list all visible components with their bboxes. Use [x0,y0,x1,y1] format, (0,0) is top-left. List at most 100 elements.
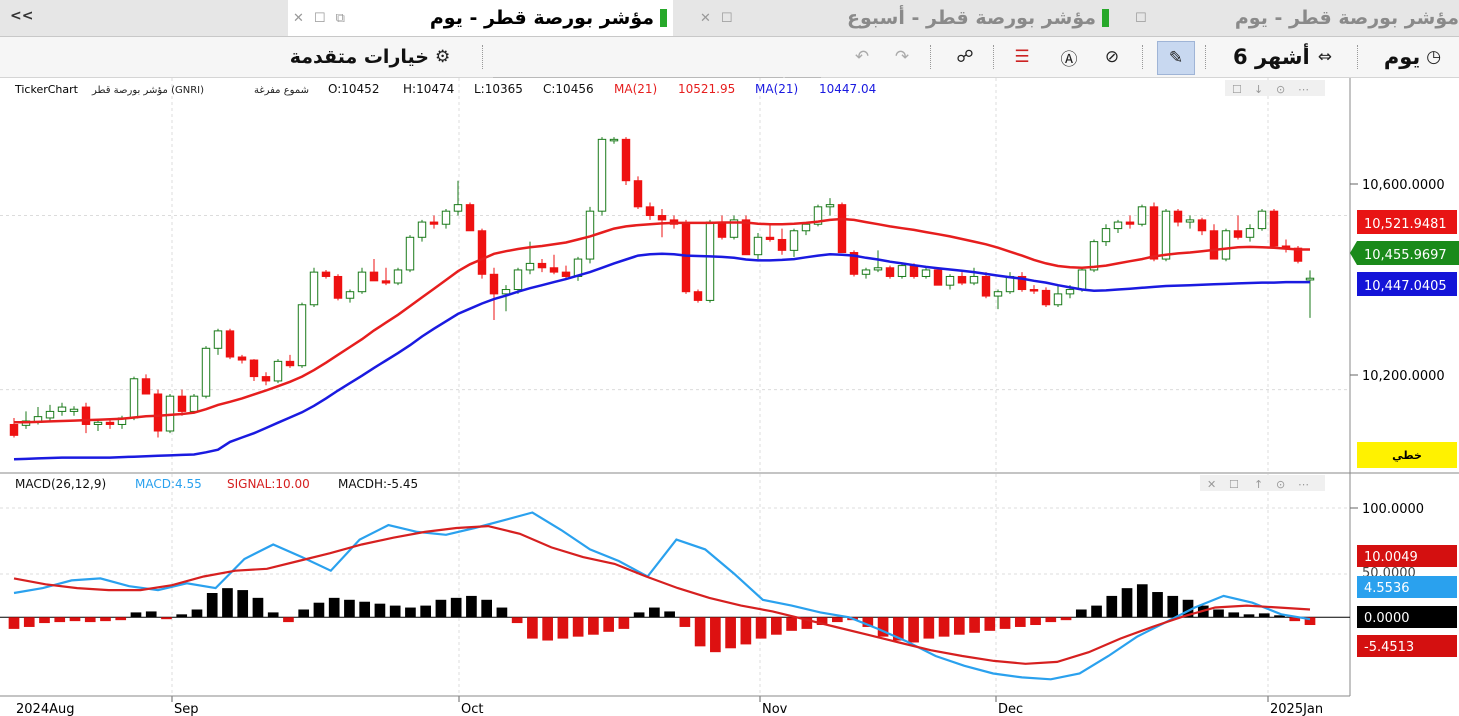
candle [549,254,559,275]
candle-body [489,273,499,295]
candle [201,346,211,399]
macd-value: MACD:4.55 [135,477,202,491]
candle-body [129,378,139,419]
close-tab-icon[interactable]: ✕ [700,10,711,26]
candle-body [1065,289,1075,295]
gear-icon: ⚙ [434,47,451,67]
advanced-options-button[interactable]: خيارات متقدمة ⚙ [280,37,460,77]
pane-down-icon[interactable]: ↓ [1254,83,1263,96]
period-daily-button[interactable]: يوم ◷ [1370,37,1455,77]
tab-qatar-daily[interactable]: ☐ مؤشر بورصة قطر - يوم [1130,0,1459,36]
macd-pane [0,511,1350,681]
macd-histogram-bar [359,601,371,618]
candle-body [993,291,1003,297]
candle [753,232,763,260]
pane-menu-icon[interactable]: ⋯ [1298,83,1309,96]
candle [621,137,631,186]
candle-body [393,269,403,284]
pane-menu-icon[interactable]: ⋯ [1298,478,1309,491]
svg-text:10,447.0405: 10,447.0405 [1364,279,1447,294]
pane-maximize-icon[interactable]: ☐ [1232,83,1242,96]
undo-button[interactable]: ↶ [845,37,879,77]
macd-histogram-bar [953,617,965,635]
macd-tick-100: 100.0000 [1362,502,1424,517]
detach-tab-icon[interactable]: ⧉ [335,10,345,26]
macd-histogram-bar [801,617,813,629]
candle [969,267,979,286]
close-tab-icon[interactable]: ✕ [293,10,304,26]
pane-settings-icon[interactable]: ⊙ [1276,478,1285,491]
indicators-button[interactable]: ⊘ [1095,37,1129,77]
pane-maximize-icon[interactable]: ☐ [1229,478,1239,491]
drawing-tools-button[interactable]: ✎ [1157,41,1195,75]
macd-histogram-bar [1060,617,1072,621]
candle-body [141,378,151,395]
candle-body [261,376,271,382]
candle [93,420,103,431]
candle [1209,224,1219,260]
macd-histogram-bar [39,617,50,624]
pane-settings-icon[interactable]: ⊙ [1276,83,1285,96]
candle-body [921,269,931,277]
candle [1017,272,1027,292]
macd-histogram-bar [8,617,20,629]
tab-qatar-weekly[interactable]: ✕ ☐ مؤشر بورصة قطر - أسبوع [695,0,1115,36]
macd-histogram-bar [100,617,111,622]
macdh-value-tag [1357,635,1457,657]
maximize-tab-icon[interactable]: ☐ [720,10,733,26]
candle-body [57,406,67,412]
candle-body [441,210,451,225]
candle-body [213,330,223,349]
indicator-icon: ⊘ [1104,47,1120,67]
candle [477,228,487,279]
candle-body [1101,228,1111,243]
macd-histogram-bar [283,617,294,623]
close-price-tag [1350,241,1459,265]
volume-profile-icon: ☰ [1014,47,1030,67]
redo-button[interactable]: ↷ [885,37,919,77]
candle [1161,209,1171,262]
candle [1125,215,1135,229]
candle-body [813,206,823,225]
candle-body [201,347,211,397]
macd-histogram-bar [145,611,157,618]
candle-body [225,330,235,358]
candle [489,267,499,320]
volume-profile-button[interactable]: ☰ [1005,37,1039,77]
price-chart-area[interactable]: TickerChart مؤشر بورصة قطر (GNRI) شموع م… [0,78,1459,716]
moving-averages [13,217,1310,461]
maximize-tab-icon[interactable]: ☐ [313,10,326,26]
macd-histogram-bar [710,617,721,653]
candle-body [969,275,979,284]
macd-histogram-bar [984,617,996,631]
candle-body [357,271,367,293]
macd-histogram-bar [1121,588,1133,618]
line-mode-button[interactable] [1357,442,1457,468]
candle [261,372,271,386]
candle-body [453,204,463,212]
auto-button[interactable]: Ⓐ [1052,37,1086,77]
tab-qatar-daily-active[interactable]: ✕ ☐ ⧉ مؤشر بورصة قطر - يوم [288,0,673,36]
macd-histogram-bar [496,607,508,618]
candle-body [369,271,379,282]
candle-body [789,230,799,251]
ma-red-line [14,217,1310,424]
candle [837,202,847,254]
candle-body [501,289,511,295]
pane-close-icon[interactable]: ✕ [1207,478,1216,491]
candle [981,272,991,299]
candle-body [273,360,283,382]
macd-histogram-bar [938,617,950,637]
candle-body [717,221,727,238]
candle [921,267,931,279]
pane-up-icon[interactable]: ↑ [1254,478,1263,491]
x-tick-sep: Sep [174,702,199,716]
collapse-tabs-button[interactable]: << [10,8,34,24]
compare-button[interactable]: ☍ [948,37,982,77]
close-tab-icon[interactable]: ☐ [1135,10,1147,26]
candle-body [9,423,19,436]
ma-red-label: MA(21) [614,82,657,96]
macd-histogram-bar [1136,584,1148,618]
macd-histogram-bar [1258,613,1270,618]
range-6-months-button[interactable]: 6 أشهر ⇔ [1215,37,1350,77]
